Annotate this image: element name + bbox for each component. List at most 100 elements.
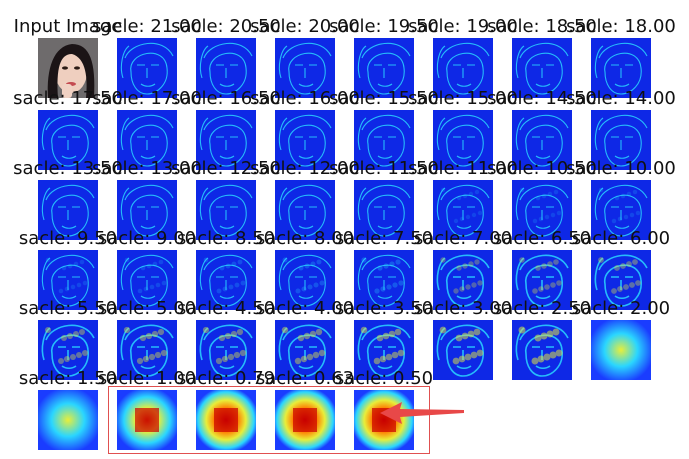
scale-cell: sacle: 12.50 (171, 159, 281, 240)
scale-label: sacle: 9.50 (18, 228, 118, 249)
heatmap-tile (117, 250, 177, 310)
heatmap-tile (433, 110, 493, 170)
scale-label: sacle: 5.50 (18, 298, 118, 319)
heatmap-tile (354, 38, 414, 98)
scale-cell: sacle: 13.00 (92, 159, 202, 240)
heatmap-tile (591, 250, 651, 310)
scale-label: sacle: 7.50 (334, 228, 434, 249)
scale-cell: sacle: 6.50 (493, 229, 591, 310)
heatmap-tile (196, 110, 256, 170)
scale-label: sacle: 4.50 (176, 298, 276, 319)
heatmap-tile (512, 250, 572, 310)
heatmap-tile (591, 180, 651, 240)
scale-cell: sacle: 10.00 (566, 159, 676, 240)
heatmap-tile (275, 110, 335, 170)
scale-cell: sacle: 4.00 (256, 299, 354, 380)
scale-label: sacle: 12.50 (171, 158, 281, 179)
scale-cell: sacle: 7.50 (335, 229, 433, 310)
scale-cell: sacle: 9.00 (98, 229, 196, 310)
heatmap-tile (512, 38, 572, 98)
heatmap-tile (38, 110, 98, 170)
scale-cell: sacle: 11.50 (329, 159, 439, 240)
heatmap-tile (196, 38, 256, 98)
heatmap-tile (591, 110, 651, 170)
input-photo (38, 38, 98, 98)
scale-cell: sacle: 11.00 (408, 159, 518, 240)
scale-cell: sacle: 17.00 (92, 89, 202, 170)
scale-label: sacle: 6.50 (492, 228, 592, 249)
heatmap-tile (38, 180, 98, 240)
heatmap-tile (196, 250, 256, 310)
scale-cell: sacle: 1.50 (19, 369, 117, 450)
scale-label: sacle: 7.00 (413, 228, 513, 249)
scale-cell: sacle: 19.50 (329, 17, 439, 98)
scale-label: sacle: 1.00 (97, 368, 197, 389)
scale-cell: sacle: 10.50 (487, 159, 597, 240)
heatmap-tile (433, 250, 493, 310)
scale-label: sacle: 8.00 (255, 228, 355, 249)
input-image-cell: Input Image (14, 17, 122, 98)
scale-label: sacle: 3.00 (413, 298, 513, 319)
heatmap-tile (275, 38, 335, 98)
heatmap-tile (117, 180, 177, 240)
scale-cell: sacle: 15.00 (408, 89, 518, 170)
scale-label: sacle: 14.00 (566, 88, 676, 109)
heatmap-tile (275, 320, 335, 380)
scale-cell: sacle: 16.00 (250, 89, 360, 170)
scale-label: sacle: 11.00 (408, 158, 518, 179)
scale-cell: sacle: 9.50 (19, 229, 117, 310)
scale-cell: sacle: 0.50 (335, 369, 433, 450)
scale-cell: sacle: 18.00 (566, 17, 676, 98)
scale-label: sacle: 11.50 (329, 158, 439, 179)
scale-cell: sacle: 20.50 (171, 17, 281, 98)
scale-label: sacle: 15.00 (408, 88, 518, 109)
scale-label: sacle: 4.00 (255, 298, 355, 319)
heatmap-tile (354, 110, 414, 170)
scale-cell: sacle: 17.50 (13, 89, 123, 170)
scale-cell: sacle: 5.50 (19, 299, 117, 380)
heatmap-tile (433, 38, 493, 98)
heatmap-tile (196, 180, 256, 240)
scale-label: sacle: 20.00 (250, 16, 360, 37)
heatmap-tile (354, 390, 414, 450)
scale-label: sacle: 20.50 (171, 16, 281, 37)
scale-cell: sacle: 2.50 (493, 299, 591, 380)
heatmap-tile (196, 320, 256, 380)
heatmap-tile (433, 320, 493, 380)
heatmap-tile (275, 250, 335, 310)
scale-cell: sacle: 14.00 (566, 89, 676, 170)
scale-cell: sacle: 0.63 (256, 369, 354, 450)
scale-label: sacle: 2.50 (492, 298, 592, 319)
scale-label: sacle: 16.00 (250, 88, 360, 109)
scale-cell: sacle: 12.00 (250, 159, 360, 240)
scale-label: sacle: 8.50 (176, 228, 276, 249)
scale-cell: sacle: 6.00 (572, 229, 670, 310)
scale-cell: sacle: 4.50 (177, 299, 275, 380)
heatmap-tile (38, 390, 98, 450)
scale-cell: sacle: 16.50 (171, 89, 281, 170)
scale-cell: sacle: 21.00 (92, 17, 202, 98)
scale-label: sacle: 14.50 (487, 88, 597, 109)
scale-cell: sacle: 19.00 (408, 17, 518, 98)
scale-label: sacle: 10.50 (487, 158, 597, 179)
scale-label: sacle: 12.00 (250, 158, 360, 179)
scale-cell: sacle: 0.79 (177, 369, 275, 450)
scale-cell: sacle: 13.50 (13, 159, 123, 240)
heatmap-tile (196, 390, 256, 450)
scale-cell: sacle: 3.00 (414, 299, 512, 380)
heatmap-tile (512, 110, 572, 170)
scale-label: sacle: 2.00 (571, 298, 671, 319)
heatmap-tile (354, 250, 414, 310)
scale-cell: sacle: 18.50 (487, 17, 597, 98)
scale-label: sacle: 16.50 (171, 88, 281, 109)
scale-label: sacle: 1.50 (18, 368, 118, 389)
input-image-label: Input Image (13, 16, 123, 37)
scale-label: sacle: 6.00 (571, 228, 671, 249)
heatmap-tile (38, 250, 98, 310)
scale-label: sacle: 0.63 (255, 368, 355, 389)
scale-label: sacle: 17.00 (92, 88, 202, 109)
scale-cell: sacle: 15.50 (329, 89, 439, 170)
heatmap-tile (354, 180, 414, 240)
red-arrow (380, 402, 464, 424)
scale-cell: sacle: 8.50 (177, 229, 275, 310)
